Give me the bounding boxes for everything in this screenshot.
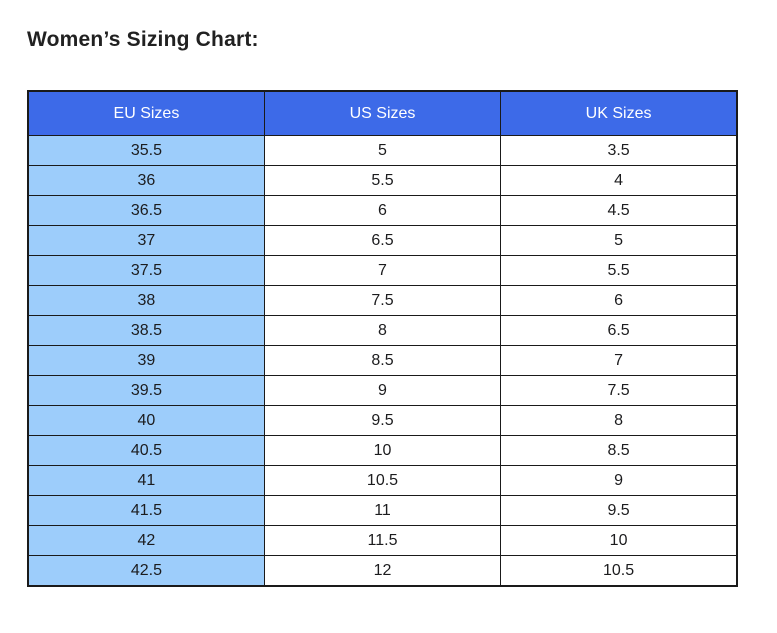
uk-size-cell: 6.5 <box>500 315 738 346</box>
table-row: 35.5 5 3.5 <box>27 135 738 166</box>
eu-size-cell: 42 <box>27 525 265 556</box>
table-row: 40.5 10 8.5 <box>27 435 738 466</box>
uk-size-cell: 6 <box>500 285 738 316</box>
table-row: 38 7.5 6 <box>27 285 738 316</box>
sizing-table-header: EU Sizes US Sizes UK Sizes <box>27 90 738 136</box>
sizing-table: EU Sizes US Sizes UK Sizes 35.5 5 3.5 36 5.5… <box>27 90 738 587</box>
uk-size-cell: 8 <box>500 405 738 436</box>
us-size-cell: 8 <box>263 315 502 346</box>
us-size-cell: 7 <box>263 255 502 286</box>
eu-size-cell: 40 <box>27 405 265 436</box>
eu-size-cell: 39 <box>27 345 265 376</box>
eu-size-cell: 36.5 <box>27 195 265 226</box>
eu-size-cell: 37 <box>27 225 265 256</box>
eu-size-cell: 39.5 <box>27 375 265 406</box>
table-row: 36 5.5 4 <box>27 165 738 196</box>
uk-size-cell: 4.5 <box>500 195 738 226</box>
us-size-cell: 10.5 <box>263 465 502 496</box>
us-size-cell: 5 <box>263 135 502 166</box>
uk-size-cell: 10 <box>500 525 738 556</box>
uk-size-cell: 4 <box>500 165 738 196</box>
eu-size-cell: 38 <box>27 285 265 316</box>
column-header-eu-sizes: EU Sizes <box>27 90 265 136</box>
eu-size-cell: 37.5 <box>27 255 265 286</box>
table-row: 39.5 9 7.5 <box>27 375 738 406</box>
eu-size-cell: 38.5 <box>27 315 265 346</box>
us-size-cell: 11.5 <box>263 525 502 556</box>
page-title: Women’s Sizing Chart: <box>27 28 259 51</box>
table-row: 40 9.5 8 <box>27 405 738 436</box>
header-row: EU Sizes US Sizes UK Sizes <box>27 90 738 136</box>
uk-size-cell: 5.5 <box>500 255 738 286</box>
uk-size-cell: 7 <box>500 345 738 376</box>
column-header-uk-sizes: UK Sizes <box>500 90 738 136</box>
table-row: 36.5 6 4.5 <box>27 195 738 226</box>
column-header-us-sizes: US Sizes <box>263 90 502 136</box>
table-row: 38.5 8 6.5 <box>27 315 738 346</box>
eu-size-cell: 40.5 <box>27 435 265 466</box>
eu-size-cell: 36 <box>27 165 265 196</box>
us-size-cell: 9 <box>263 375 502 406</box>
uk-size-cell: 5 <box>500 225 738 256</box>
us-size-cell: 5.5 <box>263 165 502 196</box>
table-row: 42 11.5 10 <box>27 525 738 556</box>
us-size-cell: 7.5 <box>263 285 502 316</box>
uk-size-cell: 8.5 <box>500 435 738 466</box>
eu-size-cell: 42.5 <box>27 555 265 587</box>
table-row: 42.5 12 10.5 <box>27 555 738 587</box>
uk-size-cell: 9 <box>500 465 738 496</box>
eu-size-cell: 41.5 <box>27 495 265 526</box>
us-size-cell: 6 <box>263 195 502 226</box>
table-row: 37.5 7 5.5 <box>27 255 738 286</box>
table-row: 39 8.5 7 <box>27 345 738 376</box>
table-row: 41.5 11 9.5 <box>27 495 738 526</box>
table-row: 37 6.5 5 <box>27 225 738 256</box>
eu-size-cell: 35.5 <box>27 135 265 166</box>
us-size-cell: 6.5 <box>263 225 502 256</box>
eu-size-cell: 41 <box>27 465 265 496</box>
uk-size-cell: 9.5 <box>500 495 738 526</box>
us-size-cell: 11 <box>263 495 502 526</box>
uk-size-cell: 3.5 <box>500 135 738 166</box>
us-size-cell: 12 <box>263 555 502 587</box>
uk-size-cell: 7.5 <box>500 375 738 406</box>
us-size-cell: 9.5 <box>263 405 502 436</box>
sizing-table-body: 35.5 5 3.5 36 5.5 4 36.5 6 4.5 37 6.5 5 37.5 7 5.5 38 7.… <box>27 135 738 587</box>
us-size-cell: 10 <box>263 435 502 466</box>
us-size-cell: 8.5 <box>263 345 502 376</box>
uk-size-cell: 10.5 <box>500 555 738 587</box>
table-row: 41 10.5 9 <box>27 465 738 496</box>
